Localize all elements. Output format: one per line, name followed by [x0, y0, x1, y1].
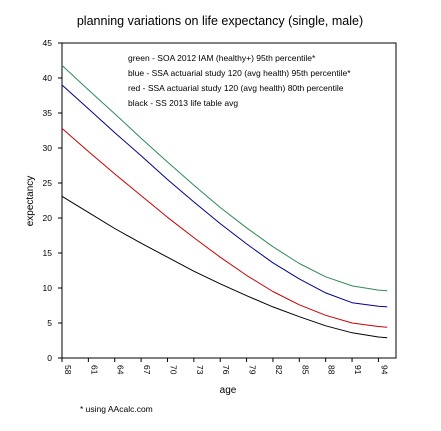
- x-tick-label: 88: [327, 365, 337, 375]
- legend: green - SOA 2012 IAM (healthy+) 95th per…: [128, 53, 351, 108]
- y-tick-label: 45: [43, 38, 53, 48]
- x-tick-label: 79: [248, 365, 258, 375]
- x-tick-label: 91: [353, 365, 363, 375]
- legend-entry-blue: blue - SSA actuarial study 120 (avg heal…: [128, 68, 351, 78]
- legend-entry-black: black - SS 2013 life table avg: [128, 98, 238, 108]
- x-axis: 58 61 64 67 70 73 76 79 82 85 88 91 94: [61, 358, 389, 375]
- legend-entry-red: red - SSA actuarial study 120 (avg healt…: [128, 83, 344, 93]
- chart-title: planning variations on life expectancy (…: [77, 14, 363, 28]
- x-axis-label: age: [220, 385, 237, 396]
- series-line-2: [61, 128, 388, 328]
- x-tick-label: 94: [379, 365, 389, 375]
- x-tick-label: 64: [116, 365, 126, 375]
- x-tick-label: 76: [221, 365, 231, 375]
- y-tick-label: 10: [43, 283, 53, 293]
- legend-entry-green: green - SOA 2012 IAM (healthy+) 95th per…: [128, 53, 316, 63]
- series-line-3: [61, 195, 388, 339]
- y-tick-label: 25: [43, 178, 53, 188]
- footnote: * using AAcalc.com: [80, 404, 153, 414]
- x-tick-label: 82: [274, 365, 284, 375]
- y-tick-label: 30: [43, 143, 53, 153]
- y-tick-label: 40: [43, 73, 53, 83]
- x-tick-label: 85: [300, 365, 310, 375]
- plot-border: [61, 42, 397, 359]
- x-tick-label: 73: [195, 365, 205, 375]
- x-tick-label: 70: [168, 365, 178, 375]
- y-tick-label: 0: [47, 353, 52, 363]
- x-tick-label: 58: [63, 365, 73, 375]
- plot-area: [61, 42, 397, 359]
- x-tick-label: 61: [89, 365, 99, 375]
- series-layer: [61, 65, 388, 339]
- y-axis-label: expectancy: [25, 176, 36, 227]
- y-tick-label: 20: [43, 213, 53, 223]
- series-line-0: [61, 65, 388, 292]
- series-line-1: [61, 84, 388, 308]
- y-axis: 0 5 10 15 20 25 30 35 40 45: [43, 38, 62, 363]
- y-tick-label: 5: [47, 318, 52, 328]
- x-tick-label: 67: [142, 365, 152, 375]
- y-tick-label: 15: [43, 248, 53, 258]
- y-tick-label: 35: [43, 108, 53, 118]
